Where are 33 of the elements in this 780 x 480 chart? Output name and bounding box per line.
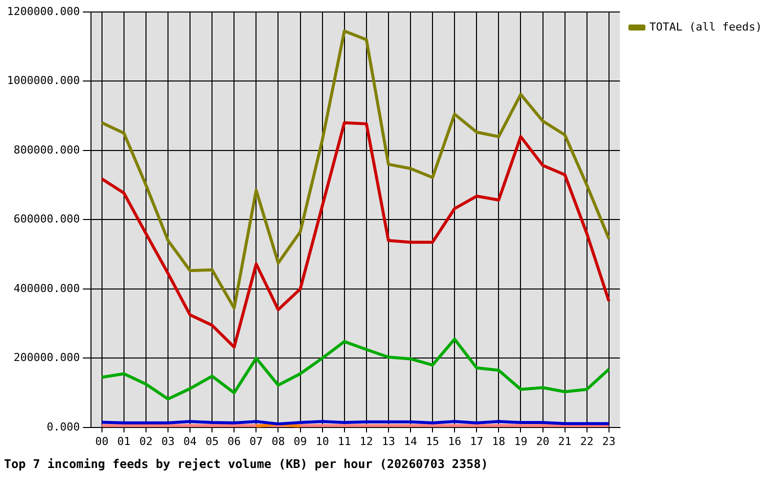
- x-tick-label: 05: [205, 434, 219, 448]
- x-tick-label: 17: [470, 434, 484, 448]
- x-tick-label: 19: [514, 434, 528, 448]
- x-tick-label: 16: [448, 434, 462, 448]
- x-tick-label: 21: [558, 434, 572, 448]
- y-tick-label: 0.000: [46, 420, 80, 434]
- x-tick-label: 02: [139, 434, 153, 448]
- x-tick-label: 23: [602, 434, 616, 448]
- x-tick-label: 13: [382, 434, 396, 448]
- x-tick-label: 15: [426, 434, 440, 448]
- x-tick-label: 11: [338, 434, 351, 448]
- y-tick-label: 800000.000: [14, 143, 80, 156]
- y-tick-label: 1200000.000: [6, 4, 80, 18]
- x-tick-label: 10: [316, 434, 329, 448]
- legend-label: TOTAL (all feeds): [649, 20, 762, 34]
- x-tick-label: 01: [117, 434, 131, 448]
- x-tick-label: 03: [161, 434, 175, 448]
- y-tick-label: 200000.000: [14, 351, 80, 364]
- x-tick-label: 04: [183, 434, 198, 448]
- y-tick-label: 400000.000: [14, 282, 80, 295]
- text: Top 7 incoming feeds by reject volume (KB) per hour (20260703 2358): [4, 456, 488, 471]
- x-tick-label: 20: [536, 434, 550, 448]
- x-tick-label: 00: [95, 434, 108, 448]
- y-tick-label: 600000.000: [14, 212, 80, 226]
- y-tick-label: 1000000.000: [6, 74, 80, 88]
- x-tick-label: 18: [492, 434, 506, 448]
- x-tick-label: 07: [250, 434, 263, 448]
- x-tick-label: 08: [272, 434, 285, 448]
- x-tick-label: 14: [404, 434, 418, 448]
- x-tick-label: 09: [294, 434, 307, 448]
- x-tick-label: 12: [360, 434, 374, 448]
- x-tick-label: 22: [580, 434, 594, 448]
- x-tick-label: 06: [228, 434, 241, 448]
